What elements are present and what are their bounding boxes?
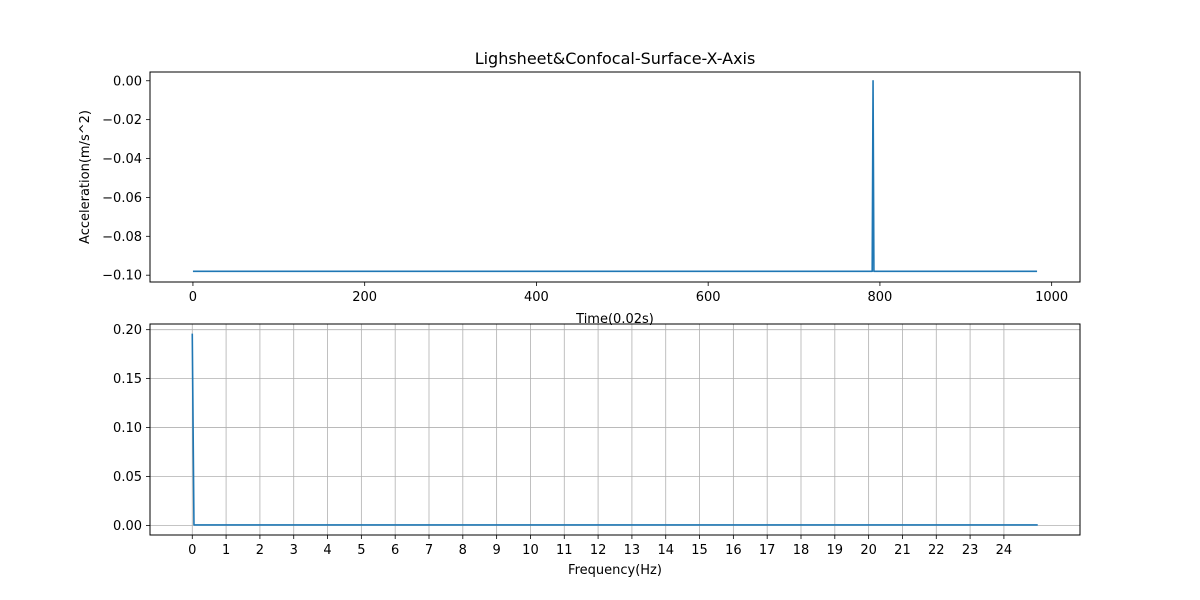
x-axis-ticks: 0 1 2 3 4 5 6 7 8 9 10 11 12 13 14 15 16 17 18 19 20 21 22 23 24 (188, 535, 1012, 558)
plot-area (149, 71, 1081, 283)
x-tick-label: 17 (759, 543, 776, 558)
y-tick-label: 0.00 (113, 519, 142, 534)
plot-frame (149, 323, 1081, 536)
y-tick-label: 0.15 (113, 372, 142, 387)
x-tick-label: 600 (696, 290, 721, 305)
y-tick-label: −0.04 (102, 152, 142, 167)
x-tick-label: 22 (928, 543, 945, 558)
y-tick-label: −0.08 (102, 230, 142, 245)
x-tick-label: 200 (352, 290, 377, 305)
series-line (192, 79, 1038, 273)
y-tick-label: −0.02 (102, 113, 142, 128)
x-tick-label: 4 (323, 543, 331, 558)
x-tick-label: 400 (524, 290, 549, 305)
x-tick-label: 7 (425, 543, 433, 558)
y-tick-label: −0.10 (102, 269, 142, 284)
x-tick-label: 11 (556, 543, 573, 558)
y-tick-label: 0.05 (113, 470, 142, 485)
x-tick-label: 8 (459, 543, 467, 558)
x-tick-label: 20 (860, 543, 877, 558)
y-axis-ticks: 0.00 0.05 0.10 0.15 0.20 (113, 323, 150, 534)
x-tick-label: 0 (188, 543, 196, 558)
x-tick-label: 23 (962, 543, 979, 558)
x-tick-label: 3 (290, 543, 298, 558)
x-tick-label: 21 (894, 543, 911, 558)
frequency-domain-chart: 0 1 2 3 4 5 6 7 8 9 10 11 12 13 14 15 16 17 18 19 20 21 22 23 24… (113, 323, 1081, 578)
x-tick-label: 6 (391, 543, 399, 558)
x-tick-label: 19 (827, 543, 844, 558)
x-tick-label: 16 (725, 543, 742, 558)
series-line-layer (191, 333, 1038, 526)
plot-area (149, 323, 1081, 536)
x-tick-label: 1 (222, 543, 230, 558)
x-tick-label: 1000 (1035, 290, 1068, 305)
x-axis-label: Time(0.02s) (575, 312, 654, 327)
x-tick-label: 24 (996, 543, 1013, 558)
series-line-layer (192, 79, 1038, 273)
y-tick-label: 0.10 (113, 421, 142, 436)
y-tick-label: 0.20 (113, 323, 142, 338)
time-domain-chart: Lighsheet&Confocal-Surface-X-Axis 0 200 40… (78, 49, 1081, 327)
y-axis-ticks: 0.00 −0.02 −0.04 −0.06 −0.08 −0.10 (102, 74, 150, 284)
series-line (191, 333, 1038, 526)
x-tick-label: 9 (492, 543, 500, 558)
x-tick-label: 800 (868, 290, 893, 305)
y-tick-label: 0.00 (113, 74, 142, 89)
x-tick-label: 14 (657, 543, 674, 558)
x-tick-label: 0 (189, 290, 197, 305)
chart-title: Lighsheet&Confocal-Surface-X-Axis (475, 49, 756, 68)
y-axis-label: Acceleration(m/s^2) (78, 110, 93, 244)
x-tick-label: 10 (522, 543, 539, 558)
x-axis-label: Frequency(Hz) (568, 563, 662, 578)
x-tick-label: 15 (691, 543, 708, 558)
plot-frame (149, 71, 1081, 283)
x-tick-label: 5 (357, 543, 365, 558)
x-tick-label: 13 (624, 543, 641, 558)
x-tick-label: 2 (256, 543, 264, 558)
x-tick-label: 12 (590, 543, 607, 558)
x-axis-ticks: 0 200 400 600 800 1000 (189, 282, 1068, 305)
x-tick-label: 18 (793, 543, 810, 558)
y-tick-label: −0.06 (102, 191, 142, 206)
